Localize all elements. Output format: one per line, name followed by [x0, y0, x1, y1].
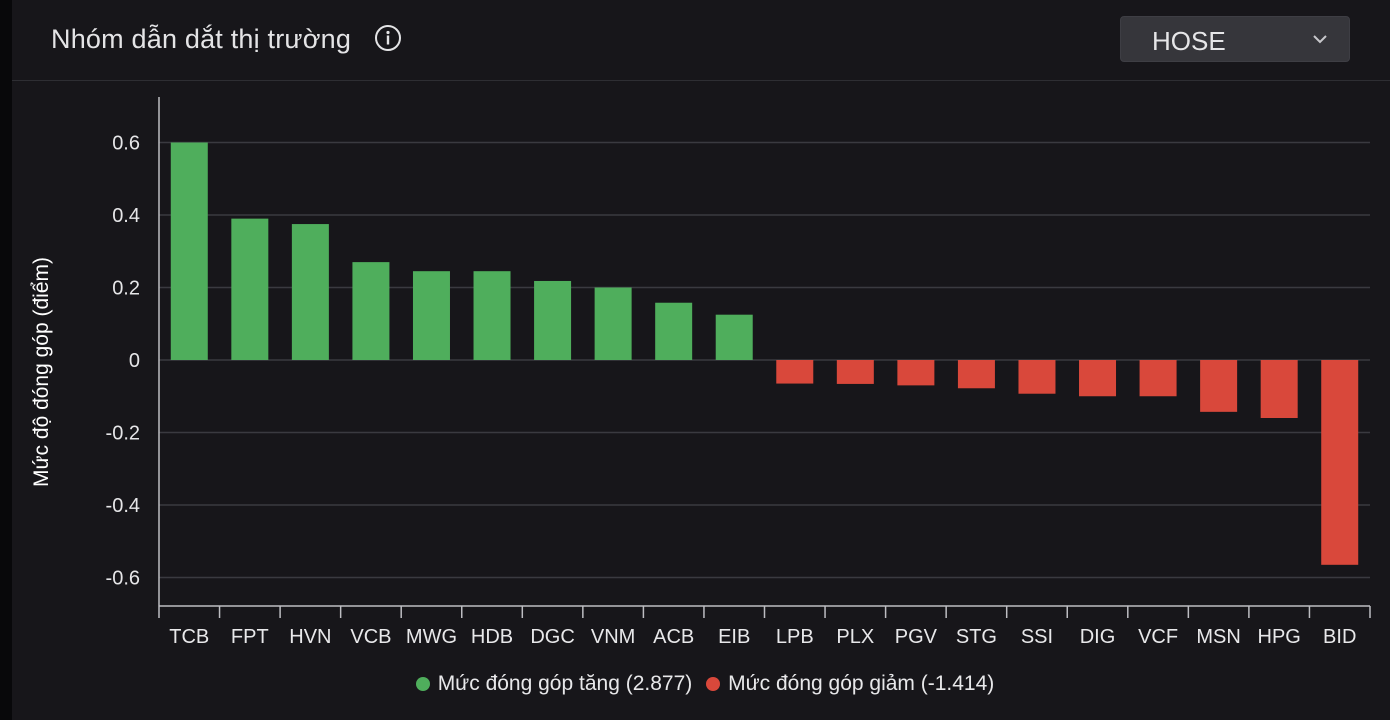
x-tick-label: HVN	[289, 626, 331, 648]
y-tick-label: -0.4	[106, 495, 140, 517]
legend-label-positive: Mức đóng góp tăng (2.877)	[437, 672, 693, 695]
y-tick-label: 0.4	[112, 205, 140, 227]
x-tick-label: PLX	[836, 626, 874, 648]
bar-ssi	[1018, 360, 1056, 394]
bar-vcf	[1139, 360, 1177, 397]
info-circle-icon[interactable]	[374, 24, 402, 52]
bar-msn	[1200, 360, 1238, 412]
legend-label-negative: Mức đóng góp giảm (-1.414)	[728, 672, 995, 695]
bar-tcb	[170, 142, 208, 360]
left-edge-strip	[0, 0, 12, 720]
x-tick-label: SSI	[1021, 626, 1053, 648]
legend-dot-negative	[706, 677, 721, 691]
legend-item-negative[interactable]: Mức đóng góp giảm (-1.414)	[706, 672, 994, 696]
y-axis-label: Mức độ đóng góp (điểm)	[30, 257, 53, 487]
x-tick-label: LPB	[776, 626, 814, 648]
x-tick-label: MWG	[406, 626, 457, 648]
x-tick-label: DIG	[1080, 626, 1116, 648]
x-tick-label: HPG	[1258, 626, 1301, 648]
x-tick-label: ACB	[653, 626, 694, 648]
bar-acb	[655, 302, 693, 360]
x-tick-label: VNM	[591, 626, 635, 648]
x-tick-label: STG	[956, 626, 997, 648]
x-tick-label: HDB	[471, 626, 513, 648]
bar-hdb	[473, 271, 511, 360]
bar-hvn	[291, 224, 329, 360]
x-tick-label: DGC	[530, 626, 574, 648]
x-tick-label: FPT	[231, 626, 269, 648]
x-tick-label: BID	[1323, 626, 1356, 648]
chevron-down-icon	[1313, 35, 1327, 44]
y-tick-label: -0.6	[106, 568, 140, 590]
x-tick-label: TCB	[169, 626, 209, 648]
bar-mwg	[412, 271, 450, 360]
panel-header: Nhóm dẫn dắt thị trường HOSE	[12, 0, 1390, 81]
chart-legend: Mức đóng góp tăng (2.877) Mức đóng góp g…	[0, 672, 1390, 697]
bar-dgc	[534, 280, 572, 360]
x-tick-label: PGV	[895, 626, 938, 648]
bar-vnm	[594, 287, 632, 360]
y-tick-label: 0.6	[112, 133, 140, 155]
legend-dot-positive	[415, 677, 430, 691]
bar-fpt	[231, 218, 269, 360]
bar-hpg	[1260, 360, 1298, 418]
x-tick-label: EIB	[718, 626, 750, 648]
legend-item-positive[interactable]: Mức đóng góp tăng (2.877)	[415, 672, 693, 696]
x-tick-label: VCF	[1138, 626, 1178, 648]
exchange-select-value: HOSE	[1152, 26, 1226, 56]
bar-dig	[1079, 360, 1117, 397]
bar-lpb	[776, 360, 814, 384]
bar-bid	[1321, 360, 1359, 565]
bar-pgv	[897, 360, 935, 386]
y-tick-label: 0.2	[112, 278, 140, 300]
bar-plx	[836, 360, 874, 384]
exchange-select[interactable]: HOSE	[1120, 16, 1350, 62]
bar-eib	[715, 314, 753, 360]
x-tick-label: VCB	[350, 626, 391, 648]
y-tick-label: -0.2	[106, 423, 140, 445]
bar-vcb	[352, 262, 390, 360]
x-tick-label: MSN	[1196, 626, 1240, 648]
bar-stg	[957, 360, 995, 389]
page-title: Nhóm dẫn dắt thị trường	[51, 24, 352, 54]
y-tick-label: 0	[129, 350, 140, 372]
